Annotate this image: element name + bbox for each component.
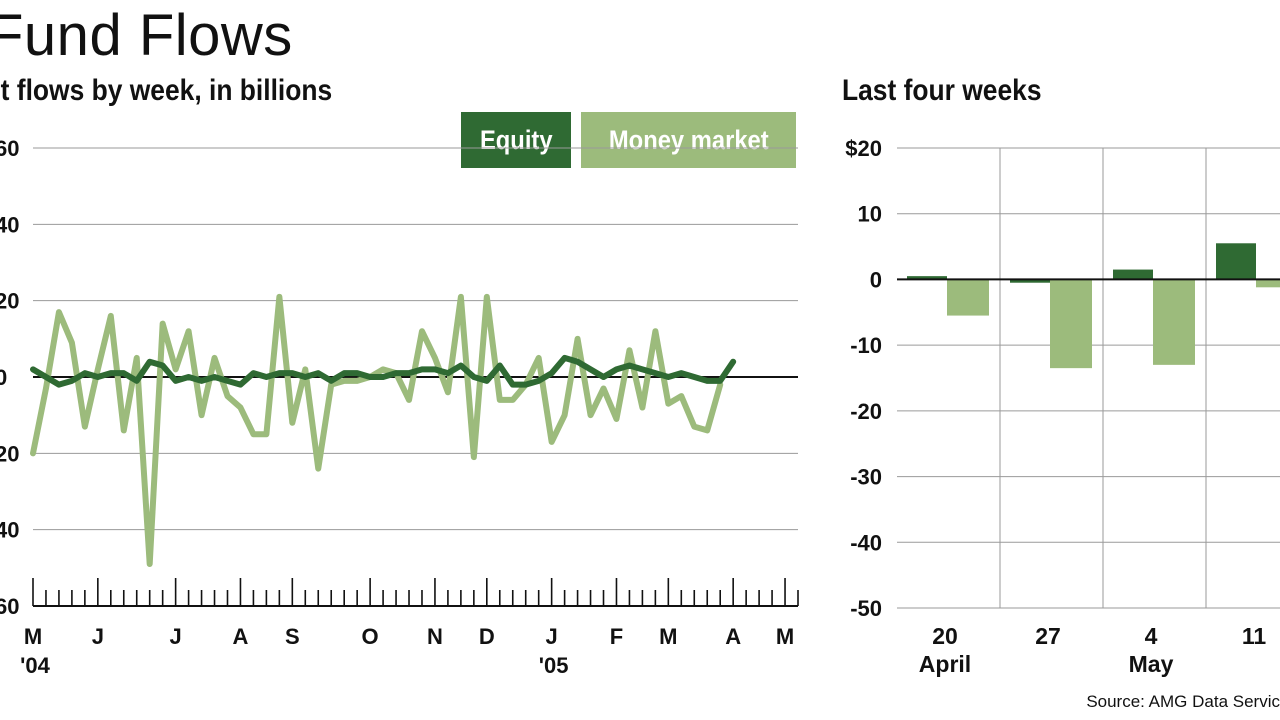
x-sublabel: May	[1129, 651, 1174, 677]
month-label: D	[479, 624, 495, 649]
bar-money-market	[1153, 279, 1195, 365]
y-tick-label: -20	[850, 399, 882, 424]
year-label: '05	[539, 653, 569, 678]
month-label: M	[659, 624, 677, 649]
y-tick-label: 0	[0, 365, 7, 390]
x-tick-label: 20	[932, 623, 958, 649]
y-tick-label: 10	[858, 202, 882, 227]
legend-equity-label: Equity	[479, 125, 553, 155]
bar-money-market	[1050, 279, 1092, 369]
series-line-equity	[30, 354, 737, 388]
legend-money-market-label: Money market	[608, 125, 769, 155]
y-tick-label: 0	[870, 267, 882, 292]
y-tick-label: -50	[850, 596, 882, 621]
month-label: A	[233, 624, 249, 649]
right-chart-title: Last four weeks	[842, 74, 1042, 107]
x-tick-label: 11	[1242, 623, 1267, 649]
month-label: O	[362, 624, 379, 649]
series-line-money-market	[30, 293, 724, 568]
month-label: S	[285, 624, 300, 649]
month-label: N	[427, 624, 443, 649]
x-tick-label: 27	[1035, 623, 1061, 649]
y-tick-label: $20	[845, 136, 882, 161]
y-tick-label: 20	[0, 441, 19, 466]
y-tick-label: 40	[0, 518, 19, 543]
chart-title: Fund Flows	[0, 3, 293, 68]
y-tick-label: 40	[0, 212, 19, 237]
x-tick-label: 4	[1145, 623, 1158, 649]
year-label: '04	[20, 653, 50, 678]
month-label: J	[170, 624, 182, 649]
bar-equity	[1216, 243, 1256, 280]
bar-equity	[1010, 279, 1050, 283]
source-note: Source: AMG Data Servic	[1086, 692, 1280, 711]
legend-equity: Equity	[461, 112, 571, 168]
y-tick-label: 60	[0, 594, 19, 619]
month-label: M	[24, 624, 42, 649]
y-tick-label: -40	[850, 530, 882, 555]
y-tick-label: -10	[850, 333, 882, 358]
bar-money-market	[1256, 279, 1280, 288]
y-tick-label: 60	[0, 136, 19, 161]
month-label: F	[610, 624, 623, 649]
bar-money-market	[947, 279, 989, 316]
bar-equity	[1113, 269, 1153, 280]
legend-money-market: Money market	[581, 112, 796, 168]
month-label: A	[725, 624, 741, 649]
bar-equity	[907, 276, 947, 280]
y-tick-label: -30	[850, 465, 882, 490]
month-label: J	[546, 624, 558, 649]
x-sublabel: April	[919, 651, 971, 677]
chart-subtitle: et flows by week, in billions	[0, 74, 333, 107]
month-label: J	[92, 624, 104, 649]
y-tick-label: 20	[0, 289, 19, 314]
month-label: M	[776, 624, 794, 649]
